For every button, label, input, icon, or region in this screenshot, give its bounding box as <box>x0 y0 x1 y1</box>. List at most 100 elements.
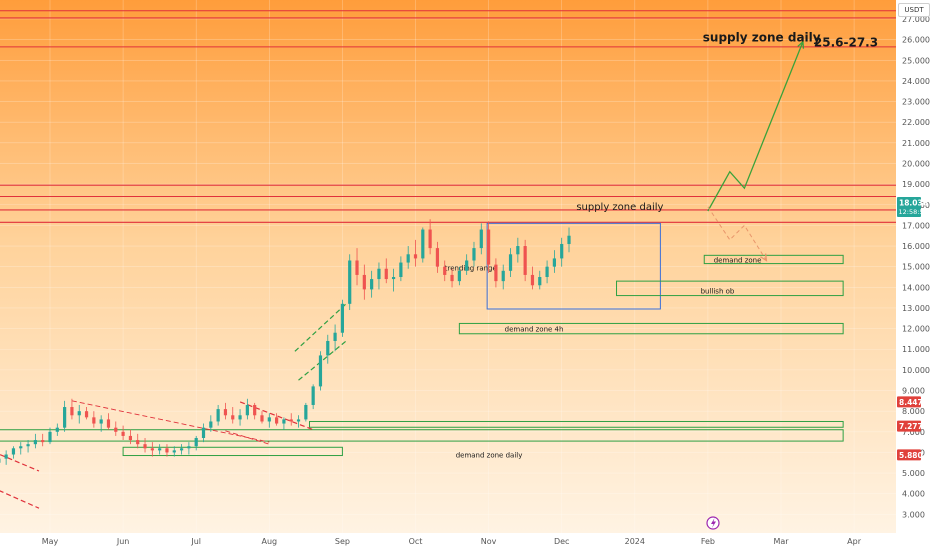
candle-body <box>114 427 118 432</box>
price-tick-label: 13.000 <box>902 304 930 313</box>
candle <box>267 413 271 428</box>
zone-box <box>309 420 844 428</box>
lightning-icon <box>711 518 716 528</box>
price-tick-label: 26.000 <box>902 36 930 45</box>
candle <box>472 241 476 267</box>
candle <box>348 254 352 311</box>
time-tick-label: Aug <box>261 537 277 546</box>
candle <box>443 260 447 282</box>
price-label-bg <box>897 197 921 218</box>
candle-body <box>560 243 564 259</box>
candle-body <box>121 431 125 436</box>
candle <box>538 270 542 290</box>
time-tick-label: Dec <box>554 537 569 546</box>
price-tick-label: 20.000 <box>902 159 930 168</box>
candle-body <box>63 407 67 428</box>
candle <box>296 415 301 428</box>
candle-body <box>355 260 359 275</box>
candle-body <box>523 246 527 275</box>
candle <box>384 258 388 284</box>
candle <box>223 402 228 420</box>
candle <box>238 409 242 426</box>
earnings-marker[interactable] <box>706 516 720 530</box>
candle-body <box>253 404 257 416</box>
candle <box>377 262 381 290</box>
candle-body <box>494 264 498 282</box>
price-tick-label: 17.000 <box>902 221 930 230</box>
candle <box>399 256 403 282</box>
candle <box>333 324 337 352</box>
candle <box>494 258 498 288</box>
price-tick-label: 5.000 <box>902 469 925 478</box>
candle-body <box>304 404 308 420</box>
time-tick-label: Apr <box>847 537 862 546</box>
candle <box>282 417 286 430</box>
candle-body <box>326 340 330 356</box>
candle-body <box>223 409 228 416</box>
candle-body <box>136 440 140 445</box>
candle <box>370 270 374 298</box>
projection-solid <box>707 41 804 212</box>
currency-badge[interactable]: USDT <box>898 3 930 17</box>
horizontal-levels <box>0 10 896 223</box>
candle-body <box>348 260 352 304</box>
candle <box>391 268 396 292</box>
channel-line <box>298 340 347 381</box>
candle <box>11 446 16 459</box>
candle <box>560 237 564 267</box>
candle <box>55 423 59 436</box>
candle-body <box>289 419 293 422</box>
candle <box>26 440 30 453</box>
annotation-label: supply zone daily <box>703 31 821 45</box>
candle <box>487 221 491 273</box>
candle-body <box>413 254 418 259</box>
candle <box>114 421 118 436</box>
candle-body <box>296 419 301 422</box>
candle-body <box>260 415 264 422</box>
candle <box>355 248 359 286</box>
time-tick-label: Mar <box>773 537 789 546</box>
candle-body <box>33 440 37 445</box>
candle-body <box>333 332 337 341</box>
annotation-label: 25.6-27.3 <box>814 36 878 50</box>
price-tick-label: 3.000 <box>902 510 925 519</box>
candle <box>516 237 520 263</box>
candles <box>0 219 571 465</box>
candle-body <box>508 254 513 271</box>
candle <box>311 384 315 410</box>
candle-body <box>11 448 16 455</box>
candle <box>19 442 23 455</box>
candle-body <box>487 229 491 265</box>
projection-arrowhead <box>797 40 805 49</box>
candle <box>428 219 432 255</box>
candle-body <box>435 248 440 267</box>
candle-body <box>450 274 454 282</box>
zone-label: demand zone 4h <box>505 326 564 334</box>
candle <box>260 411 264 424</box>
candle <box>552 250 556 273</box>
candle-body <box>158 448 162 451</box>
candle-body <box>384 268 388 280</box>
candle <box>209 415 213 432</box>
candle <box>99 415 103 432</box>
candle <box>158 444 162 455</box>
candle-body <box>150 448 154 451</box>
trend-channels <box>0 303 347 509</box>
candle-body <box>428 229 432 249</box>
price-tick-label: 11.000 <box>902 345 930 354</box>
candle-body <box>231 415 235 420</box>
price-tick-label: 12.000 <box>902 325 930 334</box>
candle <box>187 442 191 455</box>
candle <box>406 246 410 269</box>
candle <box>231 407 235 424</box>
channel-line <box>239 401 314 431</box>
candle-body <box>128 435 133 441</box>
candle-body <box>267 417 271 422</box>
candle-body <box>99 419 103 424</box>
price-tick-label: 15.000 <box>902 263 930 272</box>
projection-paths <box>707 40 805 262</box>
time-axis[interactable]: May Jun Jul Aug Sep Oct Nov Dec 2024 Feb Mar Apr <box>42 537 862 546</box>
